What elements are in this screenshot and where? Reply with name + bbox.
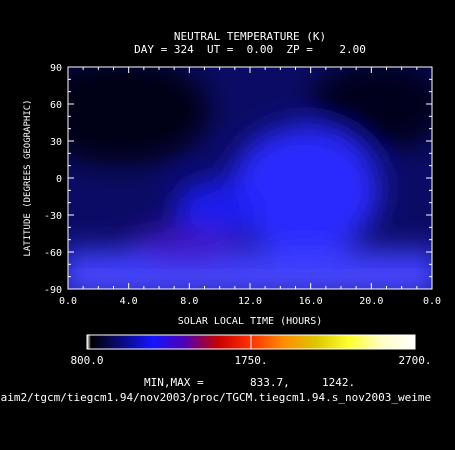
x-tick-labels: 0.0 4.0 8.0 12.0 16.0 20.0 0.0 [59,296,441,307]
x-tick-label: 0.0 [59,296,77,307]
y-tick-labels: 90 60 30 0 -30 -60 -90 [44,63,62,296]
colorbar-label-mid: 1750. [234,354,267,367]
x-tick-label: 12.0 [238,296,262,307]
y-tick-label: -90 [44,285,62,296]
chart-title: NEUTRAL TEMPERATURE (K) [174,30,326,43]
y-tick-label: 30 [50,137,62,148]
min-value: 833.7, [250,376,290,389]
x-tick-label: 4.0 [120,296,138,307]
x-tick-label: 20.0 [359,296,383,307]
colorbar-label-min: 800.0 [70,354,103,367]
y-tick-label: 60 [50,100,62,111]
colorbar-label-max: 2700. [398,354,431,367]
y-tick-label: -30 [44,211,62,222]
chart-subtitle: DAY = 324 UT = 0.00 ZP = 2.00 [134,43,366,56]
axis-ticks [67,66,433,290]
y-tick-label: -60 [44,248,62,259]
y-tick-label: 90 [50,63,62,74]
x-axis-label: SOLAR LOCAL TIME (HOURS) [178,316,323,327]
y-tick-label: 0 [56,174,62,185]
y-axis-label: LATITUDE (DEGREES GEOGRAPHIC) [23,99,33,256]
x-tick-label: 0.0 [423,296,441,307]
heatmap-field [68,67,432,289]
x-tick-label: 8.0 [180,296,198,307]
x-tick-label: 16.0 [299,296,323,307]
file-path: /aim2/tgcm/tiegcm1.94/nov2003/proc/TGCM.… [0,391,431,404]
minmax-label: MIN,MAX = [144,376,204,389]
max-value: 1242. [322,376,355,389]
